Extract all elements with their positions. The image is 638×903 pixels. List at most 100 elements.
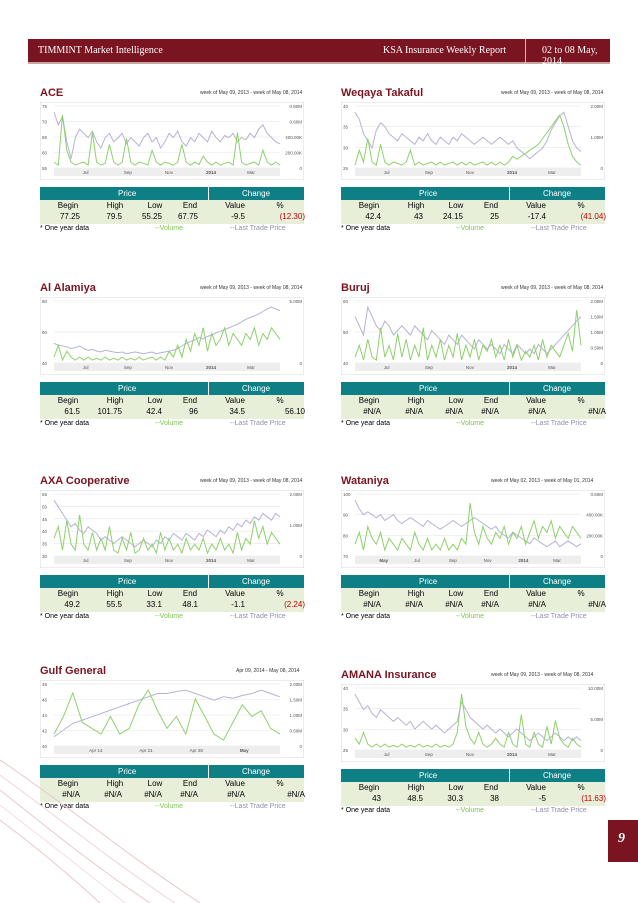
column-label: End: [182, 201, 198, 210]
column-labels-row: Begin High Low End Value%: [40, 396, 304, 407]
volume-legend: --Volume: [155, 420, 184, 427]
header-date-range: 02 to 08 May, 2014: [542, 45, 598, 67]
chart-date-range: Apr 09, 2014 - May 08, 2014: [236, 668, 300, 674]
column-label: %: [577, 589, 585, 598]
header-divider: [208, 765, 209, 778]
column-labels-row: Begin High Low End Value%: [341, 589, 605, 600]
column-label: Value: [526, 201, 546, 210]
column-label: %: [276, 779, 284, 788]
chart-frame: [40, 490, 304, 568]
column-label: Value: [225, 396, 245, 405]
table-body: Begin High Low End Value% #N/A #N/A #N/A #N/A #N/…: [40, 778, 305, 802]
table-value: #N/A: [445, 407, 463, 416]
price-header: Price: [419, 771, 438, 780]
stock-panel: Al Alamiya week of May 09, 2013 - week of…: [40, 282, 305, 432]
table-value: 55.25: [141, 212, 162, 221]
x-axis-strip: [54, 363, 280, 371]
column-label: Low: [147, 396, 163, 405]
column-label: End: [483, 783, 499, 792]
price-header: Price: [419, 577, 438, 586]
one-year-note: * One year data: [341, 420, 391, 427]
y-right-tick: 1.00M: [289, 523, 302, 528]
table-value: #N/A: [481, 600, 499, 609]
y-right-tick: 5.00M: [289, 299, 302, 304]
x-tick: Mar: [247, 558, 255, 563]
y-right-tick: 0.50M: [590, 346, 603, 351]
y-right-tick: 0.50M: [289, 729, 302, 734]
last-trade-price-legend: --Last Trade Price: [230, 613, 286, 620]
table-value: 96: [189, 407, 198, 416]
y-left-tick: 75: [42, 104, 48, 109]
values-row: 42.4 43 24.15 25 -17.4 (41.04): [341, 212, 606, 223]
y-left-tick: 50: [42, 504, 48, 509]
column-label: High: [106, 589, 124, 598]
y-left-tick: 40: [42, 529, 48, 534]
x-tick: Mar: [247, 365, 255, 370]
stock-panel: Weqaya Takaful week of May 09, 2013 - wee…: [341, 87, 606, 237]
chart-date-range: week of May 09, 2013 - week of May 08, 2…: [200, 478, 303, 484]
price-volume-chart: 80 60 40 5.00M 0 Jul Sep Nov 2014 Mar: [40, 297, 304, 375]
price-header: Price: [419, 189, 438, 198]
table-value: 33.1: [146, 600, 162, 609]
header-publisher: TIMMINT Market Intelligence: [38, 45, 163, 56]
table-value: -17.4: [527, 212, 546, 221]
column-labels-row: Begin High Low End Value%: [40, 779, 304, 790]
table-body: Begin High Low End Value% 49.2 55.5 33.1 48.1 -1.…: [40, 588, 305, 612]
company-name: Weqaya Takaful: [341, 87, 424, 99]
table-header: Price Change: [40, 765, 304, 778]
x-tick: Sep: [449, 558, 458, 563]
x-tick: Apr 21: [139, 748, 153, 753]
y-left-tick: 40: [343, 686, 349, 691]
x-tick: Mar: [548, 365, 556, 370]
column-label: Value: [526, 396, 546, 405]
company-name: ACE: [40, 87, 64, 99]
report-header: TIMMINT Market Intelligence KSA Insuranc…: [28, 39, 610, 67]
price-volume-chart: 75 70 65 60 55 0.80M 0.60M 400.00K 200.00K 0 Jul Se…: [40, 102, 304, 180]
x-axis-strip: [54, 556, 280, 564]
column-label: Low: [147, 589, 163, 598]
column-label: Value: [225, 201, 245, 210]
column-label: Begin: [57, 779, 79, 788]
company-name: Buruj: [341, 282, 370, 294]
table-value: 43: [414, 212, 423, 221]
stock-panel: ACE week of May 09, 2013 - week of May 08…: [40, 87, 305, 237]
y-right-tick: 1.00M: [590, 330, 603, 335]
y-left-tick: 30: [343, 727, 349, 732]
table-value: 30.3: [447, 794, 463, 803]
volume-line: [53, 114, 281, 167]
column-label: End: [483, 589, 499, 598]
price-header: Price: [118, 189, 137, 198]
y-left-tick: 48: [42, 682, 48, 687]
y-right-tick: 1.50M: [590, 315, 603, 320]
y-left-tick: 40: [343, 104, 349, 109]
x-tick: Sep: [124, 365, 133, 370]
y-right-tick: 200.00K: [586, 533, 603, 538]
y-left-tick: 70: [42, 120, 48, 125]
decorative-waves: [0, 759, 200, 903]
header-divider: [208, 575, 209, 588]
x-tick: Nov: [165, 170, 174, 175]
chart-date-range: week of May 09, 2013 - week of May 08, 2…: [501, 90, 604, 96]
table-value: 38: [490, 794, 499, 803]
x-tick: Nov: [466, 752, 475, 757]
x-tick: Jul: [83, 170, 89, 175]
y-right-tick: 0: [299, 744, 302, 749]
column-labels-row: Begin High Low End Value%: [341, 201, 605, 212]
values-row: 43 48.5 30.3 38 -5 (11.63): [341, 794, 606, 805]
table-value: 56.10: [284, 407, 305, 416]
column-labels-row: Begin High Low End Value%: [341, 396, 605, 407]
y-left-tick: 50: [343, 330, 349, 335]
y-right-tick: 1.50M: [289, 698, 302, 703]
table-value: #N/A: [227, 790, 245, 799]
column-label: High: [106, 779, 124, 788]
table-value: #N/A: [287, 790, 305, 799]
table-value: 101.75: [97, 407, 122, 416]
y-right-tick: 2.00M: [590, 104, 603, 109]
volume-line: [53, 688, 281, 741]
y-left-tick: 40: [42, 361, 48, 366]
price-header: Price: [419, 384, 438, 393]
last-trade-price-legend: --Last Trade Price: [531, 807, 587, 814]
y-left-tick: 80: [343, 533, 349, 538]
y-left-tick: 35: [42, 542, 48, 547]
last-trade-price-legend: --Last Trade Price: [230, 420, 286, 427]
